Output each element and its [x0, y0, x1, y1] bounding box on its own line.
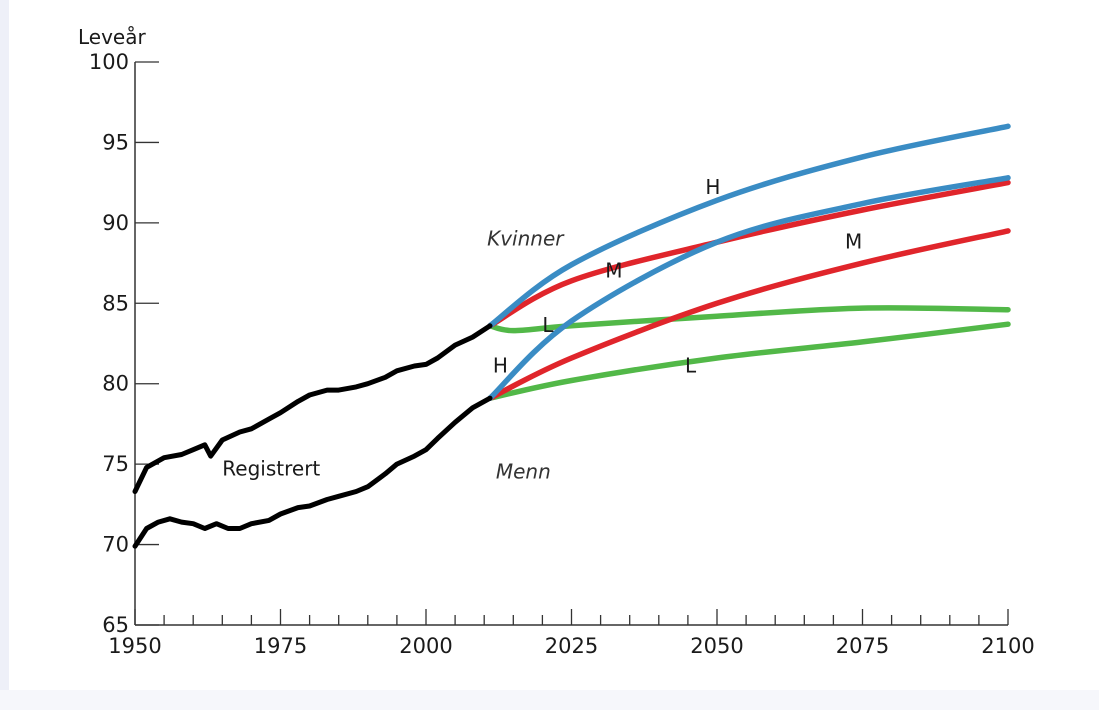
left-margin-strip [0, 0, 9, 710]
axes: 65 70 75 80 85 90 95 100 1950 1975 2000 2025 2050 207… [89, 50, 1035, 658]
series-line-men-M [487, 228, 1011, 401]
x-tick-label: 1950 [108, 634, 161, 658]
annotation-m: M [605, 259, 622, 283]
series-line-registered-men [132, 395, 493, 549]
annotation-layer: Kvinner Menn Registrert H M L H M L [222, 175, 862, 484]
y-tick-label: 70 [102, 533, 129, 557]
series-line-women-M [487, 179, 1011, 329]
x-tick-label: 2100 [981, 634, 1034, 658]
y-tick-label: 80 [102, 372, 129, 396]
y-tick-label: 85 [102, 291, 129, 315]
series-line-men-H [487, 175, 1011, 401]
annotation-h: H [493, 353, 508, 377]
x-tick-label: 2025 [545, 634, 598, 658]
bottom-margin-strip [0, 690, 1099, 710]
series-line-men-L [487, 321, 1011, 401]
annotation-l: L [685, 353, 697, 377]
series-line-women-L [487, 305, 1011, 334]
x-tick-label: 2050 [690, 634, 743, 658]
annotation-l: L [542, 313, 554, 337]
x-tick-label: 1975 [254, 634, 307, 658]
series-line-women-H [487, 123, 1011, 329]
annotation-registrert: Registrert [222, 456, 320, 480]
y-tick-label: 100 [89, 50, 129, 74]
y-tick-label: 65 [102, 613, 129, 637]
x-tick-label: 2075 [836, 634, 889, 658]
annotation-menn: Menn [496, 460, 551, 484]
y-tick-label: 95 [102, 130, 129, 154]
x-tick-label: 2000 [399, 634, 452, 658]
y-axis-label: Leveår [78, 25, 146, 49]
annotation-h: H [705, 175, 720, 199]
series-line-registered-women [132, 323, 493, 494]
annotation-kvinner: Kvinner [487, 226, 565, 250]
y-tick-label: 75 [102, 452, 129, 476]
y-tick-label: 90 [102, 211, 129, 235]
annotation-m: M [845, 230, 862, 254]
series-layer [132, 123, 1011, 549]
